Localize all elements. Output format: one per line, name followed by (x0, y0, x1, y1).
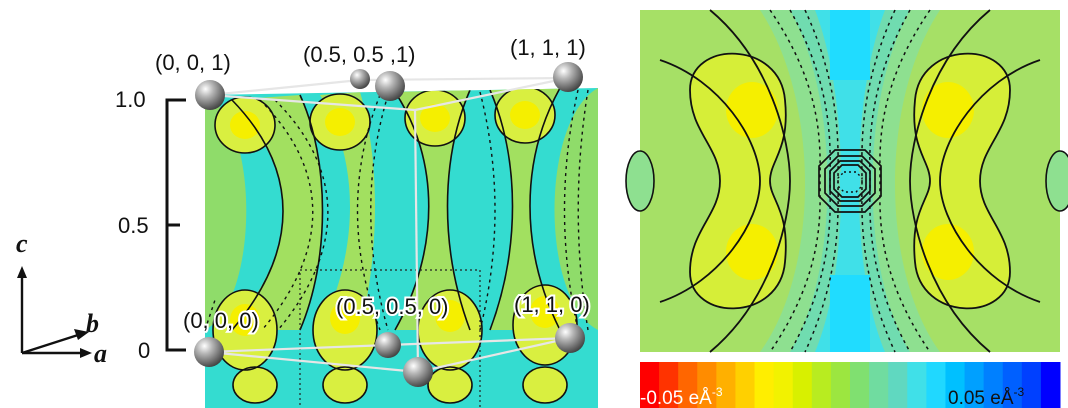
colorbar-cell (926, 362, 946, 408)
axis-a-label: a (94, 339, 107, 368)
colorbar-max-exponent: -3 (1014, 385, 1025, 399)
tick-0-5: 0.5 (118, 213, 149, 238)
atom-front-bottom (403, 357, 433, 387)
atoms (194, 62, 585, 387)
colorbar-cell (1002, 362, 1023, 408)
colorbar-cell (773, 362, 794, 408)
contour-map (625, 9, 1068, 353)
atom-110 (555, 323, 585, 353)
colorbar-cell (907, 362, 927, 408)
colorbar-cell (697, 362, 717, 408)
colorbar-cell (678, 362, 698, 408)
colorbar-cell (983, 362, 1004, 408)
atom-05-05-0 (375, 332, 401, 358)
atom-111 (553, 62, 583, 92)
colorbar-min-label: -0.05 eÅ-3 (640, 385, 723, 408)
colorbar-cell (792, 362, 813, 408)
atom-labels: (0, 0, 1) (0.5, 0.5 ,1) (1, 1, 1) (0, 0,… (153, 33, 592, 335)
colorbar-cell (1040, 362, 1061, 408)
colorbar-max-text: 0.05 eÅ (948, 388, 1014, 408)
axes-indicator (17, 266, 92, 358)
colorbar-cell (735, 362, 756, 408)
label-05-05-1: (0.5, 0.5 ,1) (303, 42, 416, 67)
density-slice (205, 88, 598, 408)
colorbar-cell (754, 362, 775, 408)
colorbar-min-text: -0.05 eÅ (640, 388, 712, 408)
colorbar (640, 362, 1061, 408)
label-0-0-0: (0, 0, 0) (183, 308, 259, 333)
colorbar-cell (888, 362, 908, 408)
unit-cell-edges (207, 76, 571, 374)
colorbar-cell (811, 362, 832, 408)
label-1-1-1: (1, 1, 1) (510, 35, 586, 60)
label-0-0-1: (0, 0, 1) (155, 50, 231, 75)
colorbar-cell (640, 362, 660, 408)
atom-05-05-1-back (350, 69, 370, 89)
colorbar-cell (716, 362, 736, 408)
atom-001 (195, 80, 225, 110)
colorbar-cell (850, 362, 870, 408)
colorbar-cell (659, 362, 679, 408)
colorbar-max-label: 0.05 eÅ-3 (948, 385, 1024, 408)
colorbar-min-exponent: -3 (712, 385, 723, 399)
axis-b-label: b (86, 309, 99, 338)
colorbar-cell (964, 362, 985, 408)
colorbar-cell (945, 362, 966, 408)
colorbar-cell (869, 362, 889, 408)
colorbar-cell (1021, 362, 1042, 408)
label-1-1-0: (1, 1, 0) (514, 292, 590, 317)
c-scale-bar: 1.0 0.5 0 (115, 87, 186, 363)
atom-000 (194, 337, 224, 367)
axis-c-label: c (16, 229, 28, 258)
label-05-05-0: (0.5, 0.5, 0) (336, 294, 449, 319)
tick-0: 0 (138, 338, 150, 363)
tick-1-0: 1.0 (115, 87, 146, 112)
atom-05-05-1 (375, 71, 405, 101)
colorbar-cell (830, 362, 851, 408)
